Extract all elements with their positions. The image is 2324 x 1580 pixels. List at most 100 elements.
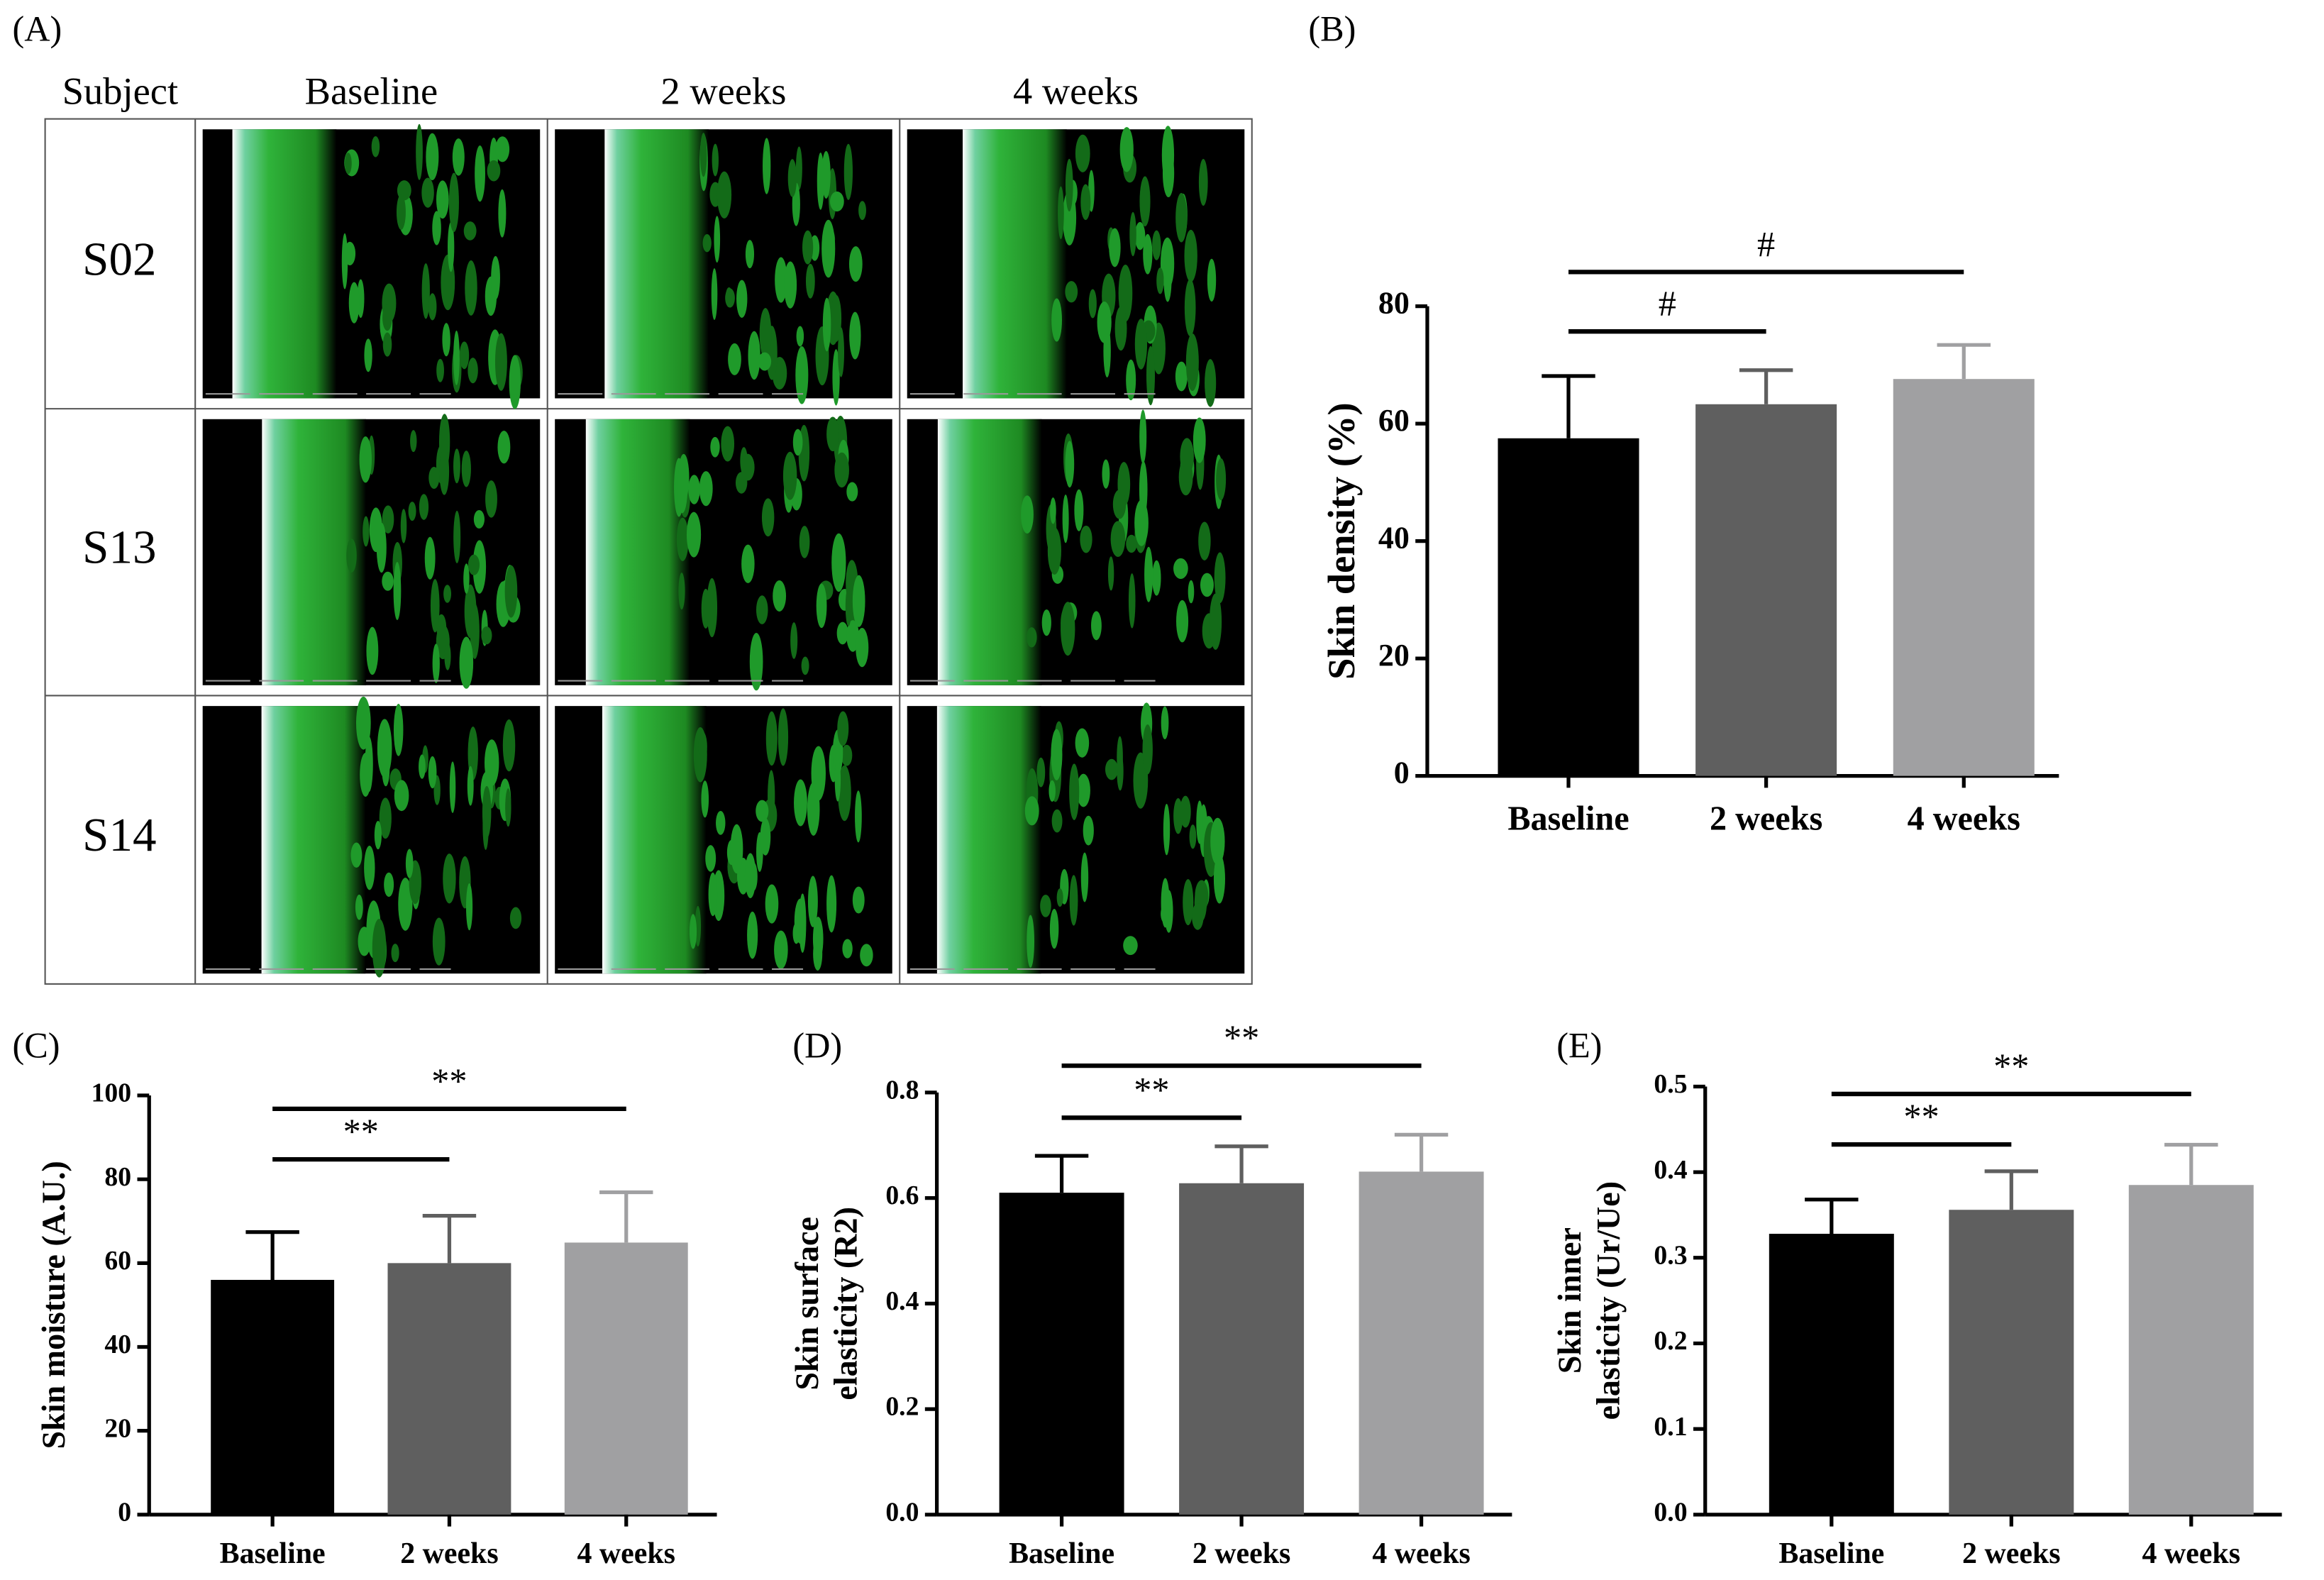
dermis-band: [936, 706, 1041, 974]
tissue-speck: [1024, 796, 1039, 826]
tissue-speck: [443, 853, 456, 904]
tissue-speck: [1196, 800, 1203, 844]
tissue-speck: [1180, 795, 1191, 828]
bar: [387, 1263, 511, 1515]
tissue-speck: [774, 930, 788, 969]
tissue-speck: [360, 752, 372, 797]
tissue-speck: [355, 894, 363, 920]
dermis-band: [585, 419, 690, 685]
bar: [564, 1242, 688, 1515]
tissue-speck: [424, 536, 436, 580]
tissue-speck: [482, 785, 492, 839]
tissue-speck: [1123, 936, 1138, 956]
tissue-speck: [1156, 267, 1164, 294]
tissue-speck: [400, 509, 407, 543]
tissue-speck: [765, 711, 778, 766]
y-tick-label: 60: [104, 1246, 131, 1276]
tissue-speck: [453, 448, 460, 484]
tissue-speck: [821, 219, 836, 278]
tissue-speck: [497, 430, 511, 464]
tissue-speck: [834, 452, 849, 488]
y-tick-label: 100: [92, 1078, 132, 1108]
tissue-speck: [449, 761, 456, 813]
tissue-speck: [843, 143, 853, 200]
tissue-speck: [838, 327, 845, 377]
y-tick-label: 0: [118, 1497, 131, 1527]
dermis-band: [937, 419, 1042, 685]
tissue-speck: [846, 482, 858, 502]
tissue-speck: [842, 939, 853, 959]
tissue-speck: [1198, 159, 1208, 206]
column-header: Baseline: [305, 70, 438, 113]
tissue-speck: [1189, 824, 1197, 849]
tissue-speck: [832, 349, 840, 406]
y-tick-label: 20: [1378, 638, 1410, 673]
tissue-speck: [761, 498, 775, 537]
bar: [1179, 1183, 1305, 1515]
tissue-speck: [1074, 489, 1084, 531]
y-tick-label: 20: [104, 1413, 131, 1443]
tissue-speck: [509, 355, 521, 409]
bar: [1359, 1171, 1484, 1515]
column-header: Subject: [62, 70, 178, 113]
tissue-speck: [796, 326, 804, 347]
tissue-speck: [714, 216, 721, 263]
tissue-speck: [701, 780, 709, 818]
tissue-speck: [465, 883, 473, 931]
tissue-speck: [1173, 558, 1188, 579]
y-axis-label: Skin moisture (A.U.): [35, 1161, 72, 1449]
y-axis-label: Skin inner: [1551, 1227, 1588, 1374]
tissue-speck: [1175, 193, 1188, 243]
tissue-speck: [826, 875, 837, 933]
tissue-speck: [1062, 190, 1077, 245]
tissue-speck: [1056, 888, 1063, 907]
tissue-speck: [1109, 228, 1121, 267]
tissue-speck: [504, 565, 518, 618]
tissue-speck: [841, 744, 853, 766]
tissue-speck: [494, 333, 507, 391]
tissue-speck: [728, 343, 741, 375]
tissue-speck: [355, 696, 371, 750]
tissue-speck: [801, 656, 809, 675]
y-tick-label: 0.1: [1654, 1412, 1687, 1442]
tissue-speck: [1193, 417, 1206, 463]
tissue-speck: [1184, 229, 1197, 282]
dermis-band: [604, 129, 709, 399]
tissue-speck: [838, 765, 851, 822]
tissue-speck: [708, 872, 718, 917]
tissue-speck: [794, 779, 807, 827]
tissue-speck: [1065, 281, 1078, 303]
tissue-speck: [1061, 605, 1074, 641]
y-tick-label: 0.4: [1654, 1155, 1687, 1185]
y-tick-label: 0: [1394, 756, 1410, 790]
tissue-speck: [805, 263, 815, 299]
x-tick-label: Baseline: [1507, 800, 1629, 838]
tissue-speck: [1176, 600, 1189, 643]
tissue-speck: [1216, 458, 1227, 500]
tissue-speck: [741, 453, 755, 481]
y-tick-label: 60: [1378, 403, 1410, 438]
tissue-speck: [744, 853, 756, 899]
column-header: 2 weeks: [660, 70, 786, 113]
tissue-speck: [1185, 333, 1199, 392]
tissue-speck: [705, 845, 716, 872]
tissue-speck: [756, 595, 768, 624]
tissue-speck: [795, 146, 802, 190]
subject-label: S02: [82, 232, 156, 285]
tissue-speck: [505, 788, 511, 827]
x-tick-label: 2 weeks: [1193, 1537, 1290, 1570]
tissue-speck: [430, 579, 440, 633]
tissue-speck: [1128, 573, 1136, 629]
tissue-speck: [855, 790, 862, 843]
tissue-speck: [1191, 903, 1204, 930]
tissue-speck: [1205, 359, 1217, 407]
ultrasound-image: [202, 123, 541, 409]
y-tick-label: 0.2: [1654, 1326, 1687, 1356]
tissue-speck: [775, 257, 787, 303]
tissue-speck: [1139, 460, 1148, 518]
tissue-speck: [344, 153, 352, 175]
ultrasound-image: [907, 702, 1245, 974]
tissue-speck: [1184, 279, 1196, 337]
tissue-speck: [408, 502, 416, 521]
tissue-speck: [1152, 560, 1161, 596]
